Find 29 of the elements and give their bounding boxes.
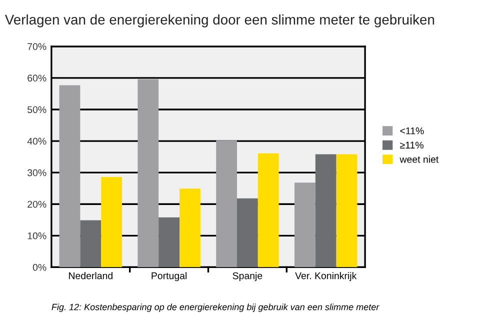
bar [236,198,258,268]
bar [315,154,336,268]
legend-label: ≥11% [400,142,424,149]
y-tick-label: 50% [28,106,46,114]
x-tick-label: Portugal [152,272,187,282]
bar [59,85,80,268]
x-tick-label: Ver. Koninkrijk [295,272,357,282]
bar [158,217,180,268]
y-tick-label: 70% [28,43,46,50]
x-tick-label: Nederland [69,272,112,280]
bar [80,220,102,268]
bar [180,188,200,268]
y-tick-label: 10% [28,232,46,240]
chart-title: Verlagen van de energierekening door een slimme meter te gebruiken [4,14,434,28]
y-tick-label: 60% [28,74,46,82]
y-tick-label: 30% [28,169,46,176]
y-tick-label: 0% [32,264,46,271]
bar [336,154,358,268]
bar [216,140,237,268]
legend-label: weet niet [400,156,439,163]
caption: Fig. 12: Kostenbesparing op de energierekening bij gebruik van een slimme meter [52,304,380,312]
legend-label: <11% [400,127,424,134]
y-tick-label: 20% [28,200,46,208]
bar [138,79,159,268]
bar [101,176,122,268]
bar [294,182,316,268]
bar [258,153,279,268]
x-tick-label: Spanje [232,272,262,282]
y-tick-label: 40% [27,138,46,145]
